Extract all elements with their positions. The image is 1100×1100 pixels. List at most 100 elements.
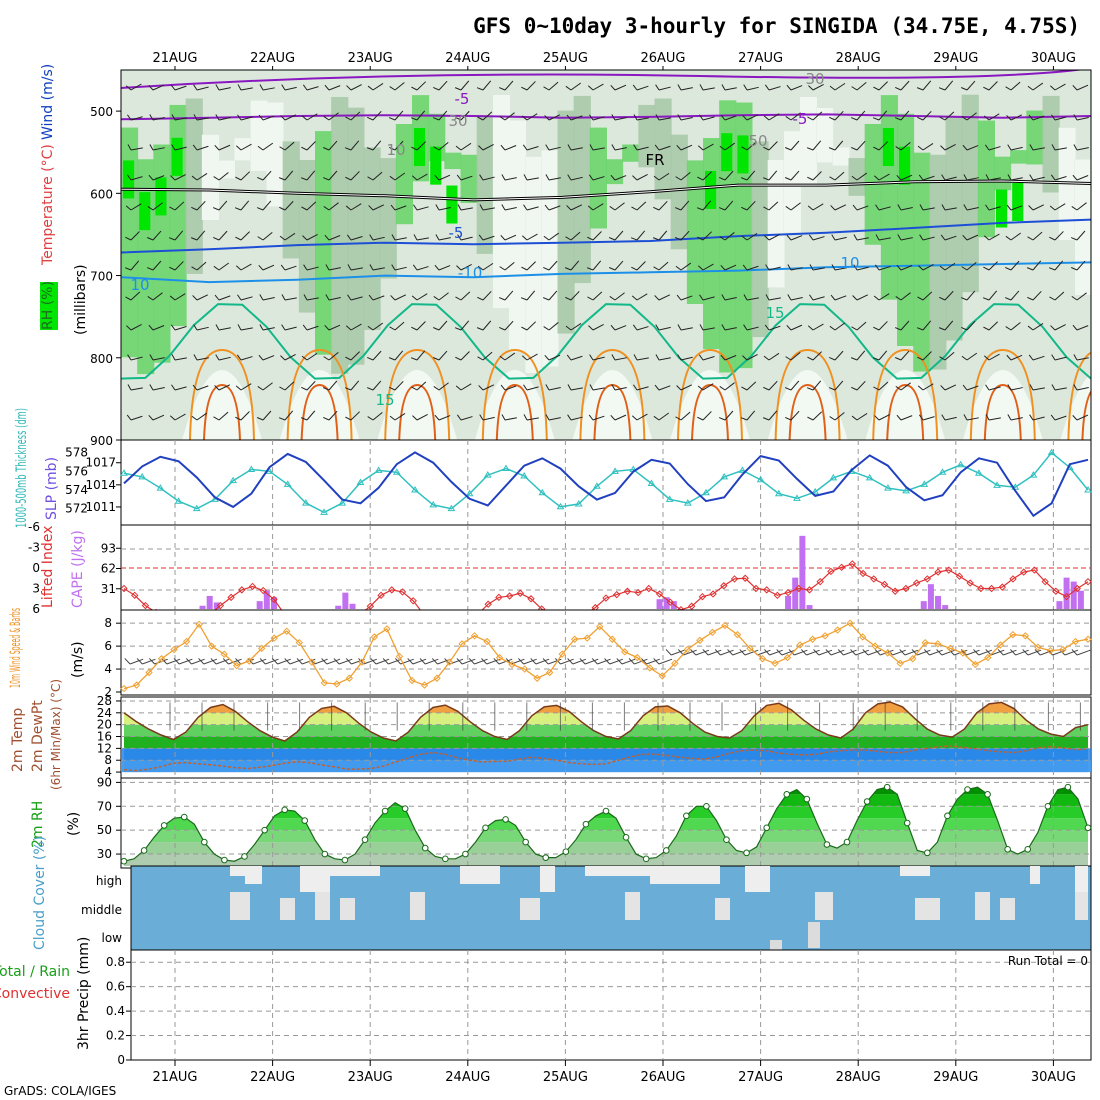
wind-speed-point [345, 674, 354, 682]
barb-flag [257, 386, 264, 391]
barb-flag [278, 177, 286, 181]
barb-flag [917, 296, 924, 301]
barb-flag [675, 236, 682, 241]
isotherm-line [121, 303, 1091, 380]
barb-flag [919, 234, 924, 241]
barb-shaft [372, 295, 385, 301]
wind-barb [853, 234, 869, 241]
barb-shaft [878, 293, 890, 301]
barb-shaft [988, 261, 998, 271]
barb-flag [521, 326, 528, 331]
barb-shaft [548, 177, 561, 181]
wind-barb [719, 142, 736, 151]
barb-flag [923, 649, 930, 656]
barb-flag [523, 384, 528, 391]
rh-band [124, 854, 1088, 866]
barb-flag [391, 264, 396, 271]
barb-shaft [328, 352, 339, 361]
barb-shaft [658, 261, 669, 271]
isotherm-line [189, 348, 255, 440]
barb-flag [829, 325, 836, 331]
barb-shaft [570, 322, 582, 331]
barb-shaft [284, 354, 296, 361]
cloud-high-cell [900, 866, 930, 876]
barb-flag [279, 206, 286, 211]
li-point [613, 590, 621, 599]
wind-barb [324, 234, 341, 241]
barb-shaft [284, 200, 294, 211]
wind-barb [633, 144, 649, 151]
barb-shaft [636, 293, 648, 301]
barb-shaft [218, 200, 228, 211]
contour-label: 10 [840, 254, 859, 272]
wind-barb [567, 414, 583, 421]
barb-flag [787, 264, 792, 271]
barb-shaft [142, 658, 156, 665]
wind-barb [631, 201, 647, 211]
li-point [902, 584, 910, 593]
barb-flag [702, 649, 709, 656]
barb-shaft [504, 145, 517, 151]
wind-barb [960, 80, 976, 91]
barb-shaft [425, 658, 439, 665]
barb-flag [566, 354, 572, 361]
wind-speed-point [746, 644, 754, 653]
barb-flag [786, 234, 792, 241]
barb-shaft [218, 87, 231, 91]
wind-barb [479, 204, 495, 211]
barb-shaft [1010, 81, 1021, 91]
barb-shaft [724, 264, 737, 271]
barb-shaft [482, 416, 495, 421]
barb-flag [412, 264, 418, 271]
barb-shaft [1015, 649, 1029, 656]
wind-barb [434, 414, 451, 421]
temp-band [124, 736, 1088, 749]
wind-barb [1071, 292, 1087, 301]
barb-shaft [350, 203, 362, 211]
wind-barb [301, 113, 318, 121]
barb-flag [763, 355, 770, 361]
barb-flag [432, 357, 440, 361]
barb-flag [413, 234, 418, 241]
wind-barb [1051, 144, 1067, 151]
wind-barb [740, 170, 756, 181]
wind-barb [1027, 323, 1044, 331]
barb-flag [1007, 174, 1012, 181]
wind-barb [785, 351, 801, 361]
barb-shaft [757, 649, 771, 656]
rh-core [430, 146, 442, 185]
wind-barb [997, 649, 1017, 656]
barb-flag [567, 174, 572, 181]
wind-barb [366, 140, 382, 151]
li-point [795, 584, 803, 593]
barb-shaft [680, 384, 693, 391]
barb-flag [412, 415, 418, 421]
barb-flag [280, 115, 286, 121]
barb-flag [433, 296, 440, 301]
thickness-point [520, 472, 529, 479]
li-point [912, 579, 921, 587]
barb-flag [432, 327, 440, 331]
barb-flag [719, 236, 726, 241]
isotherm-line [121, 218, 1091, 254]
wind-barb [369, 234, 385, 241]
wind-barb [215, 114, 231, 121]
barb-flag [125, 296, 132, 301]
cloud-level-label: middle [81, 903, 122, 917]
contour-label: 15 [375, 391, 394, 409]
barb-flag [499, 355, 506, 361]
barb-flag [257, 236, 264, 241]
li-point [762, 586, 771, 594]
wind-barb [852, 294, 869, 301]
barb-flag [1029, 144, 1034, 151]
wind-barb [498, 290, 514, 301]
barb-flag [236, 354, 242, 361]
barb-shaft [900, 174, 913, 181]
barb-shaft [338, 658, 353, 665]
li-point [1020, 568, 1028, 576]
wind-barb [873, 321, 888, 331]
barb-flag [544, 354, 550, 361]
barb-flag [743, 294, 748, 301]
li-point [602, 594, 610, 602]
barb-flag [764, 235, 770, 241]
